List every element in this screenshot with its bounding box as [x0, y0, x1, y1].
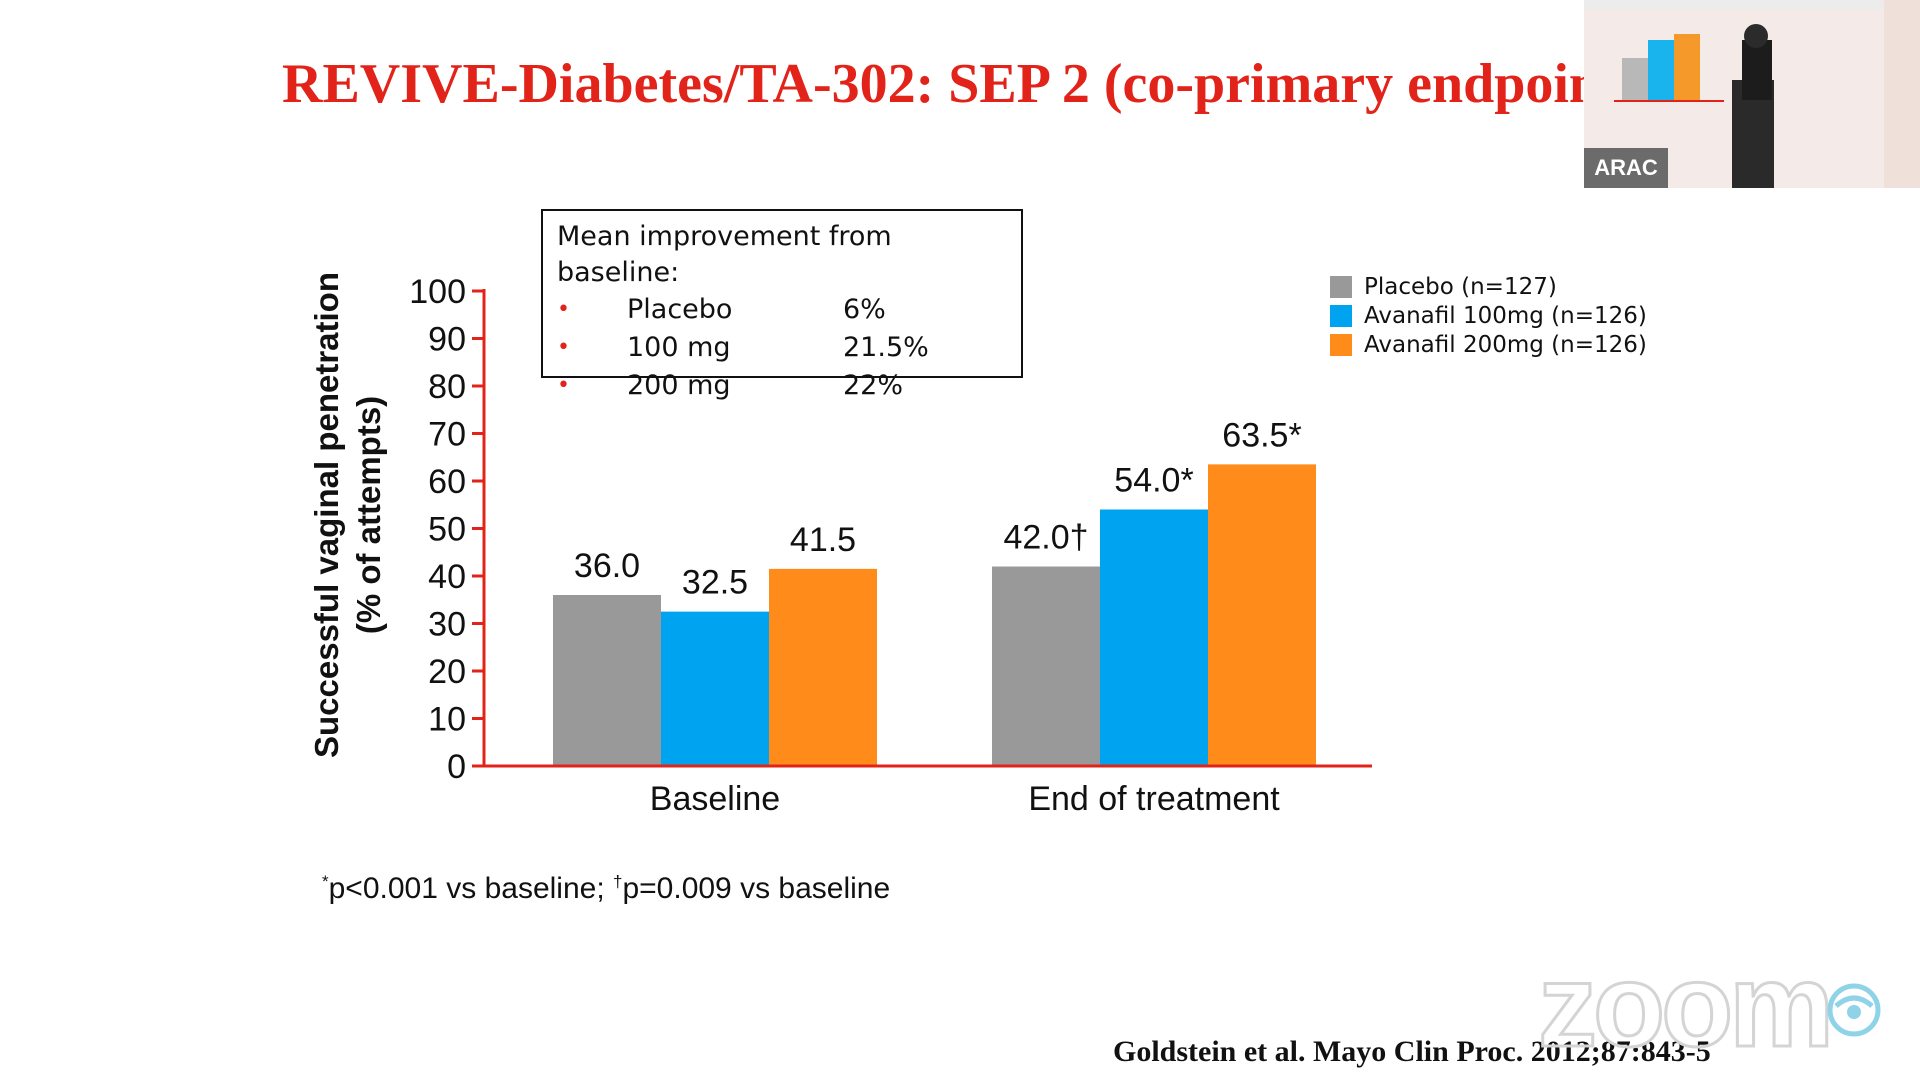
y-tick-label: 50 [428, 511, 466, 549]
footnote-star: * [322, 872, 329, 891]
y-tick-label: 20 [428, 653, 466, 691]
slide-title: REVIVE-Diabetes/TA-302: SEP 2 (co-primar… [282, 53, 1638, 115]
legend-label: Avanafil 100mg (n=126) [1364, 302, 1647, 329]
y-axis-title: Successful vaginal penetration (% of att… [308, 272, 387, 758]
y-tick-label: 60 [428, 463, 466, 501]
bullet-icon: • [557, 373, 570, 398]
legend-label: Avanafil 200mg (n=126) [1364, 331, 1647, 358]
y-axis-title-line2: (% of attempts) [350, 396, 387, 634]
footnote: *p<0.001 vs baseline; †p=0.009 vs baseli… [322, 872, 890, 906]
bar-value-label: 41.5 [790, 521, 856, 559]
improvement-value: 22% [843, 370, 904, 401]
speaker-video-inset[interactable]: ARAC [1584, 0, 1920, 188]
legend-swatch [1330, 275, 1352, 298]
citation: Goldstein et al. Mayo Clin Proc. 2012;87… [1113, 1035, 1711, 1068]
y-tick-label: 70 [428, 416, 466, 454]
zoom-watermark: zoom [1536, 939, 1835, 1074]
bar-avanafil-end-of-treatment [1100, 509, 1208, 766]
y-tick-label: 40 [428, 558, 466, 596]
y-axis-title-line1: Successful vaginal penetration [308, 272, 345, 758]
chart-legend: Placebo (n=127) Avanafil 100mg (n=126) A… [1330, 272, 1647, 359]
improvement-value: 21.5% [843, 332, 929, 363]
y-tick-label: 80 [428, 368, 466, 406]
bar-value-label: 63.5* [1222, 416, 1301, 454]
bar-placebo-baseline [553, 595, 661, 766]
footnote-dagger: † [613, 872, 623, 891]
improvement-label: 200 mg [627, 370, 731, 401]
mean-improvement-title: Mean improvement from baseline: [557, 221, 892, 288]
bar-avanafil-baseline [769, 568, 877, 766]
x-category-label: End of treatment [1028, 780, 1280, 818]
y-tick-label: 10 [428, 701, 466, 739]
footnote-text-2: p=0.009 vs baseline [622, 872, 891, 905]
improvement-row-placebo: • Placebo 6% [557, 291, 1007, 329]
participant-name-badge: ARAC [1584, 148, 1668, 188]
bar-value-label: 42.0† [1003, 519, 1088, 557]
y-tick-label: 0 [447, 748, 466, 786]
mean-improvement-box: Mean improvement from baseline: • Placeb… [541, 209, 1023, 401]
bar-value-label: 32.5 [682, 564, 748, 602]
improvement-row-100mg: • 100 mg 21.5% [557, 329, 1007, 367]
y-tick-label: 100 [409, 273, 466, 311]
y-tick-label: 30 [428, 606, 466, 644]
improvement-value: 6% [843, 294, 886, 325]
legend-item-avanafil-100: Avanafil 100mg (n=126) [1330, 301, 1647, 330]
improvement-label: Placebo [627, 294, 733, 325]
legend-item-placebo: Placebo (n=127) [1330, 272, 1647, 301]
x-category-label: Baseline [650, 780, 780, 818]
corner-logo-icon [1827, 983, 1881, 1037]
bar-placebo-end-of-treatment [992, 566, 1100, 766]
legend-item-avanafil-200: Avanafil 200mg (n=126) [1330, 330, 1647, 359]
legend-swatch [1330, 333, 1352, 356]
bar-avanafil-baseline [661, 611, 769, 766]
bar-avanafil-end-of-treatment [1208, 464, 1316, 766]
bullet-icon: • [557, 335, 570, 360]
y-tick-label: 90 [428, 321, 466, 359]
improvement-row-200mg: • 200 mg 22% [557, 367, 1007, 405]
footnote-text-1: p<0.001 vs baseline; [328, 872, 613, 905]
bullet-icon: • [557, 297, 570, 322]
legend-label: Placebo (n=127) [1364, 273, 1557, 300]
bar-value-label: 36.0 [574, 547, 640, 585]
speaker-video-frame [1584, 0, 1920, 188]
bar-value-label: 54.0* [1114, 462, 1193, 500]
improvement-label: 100 mg [627, 332, 731, 363]
legend-swatch [1330, 304, 1352, 327]
